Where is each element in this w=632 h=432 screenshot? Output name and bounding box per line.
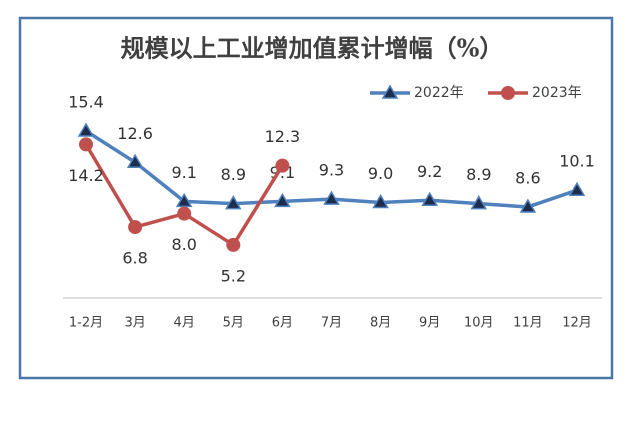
data-label: 8.0 [171, 235, 196, 254]
chart-title: 规模以上工业增加值累计增幅（%） [121, 34, 504, 63]
legend-label: 2022年 [414, 85, 464, 101]
x-tick-label: 11月 [513, 316, 543, 331]
data-label: 14.2 [68, 166, 104, 185]
data-point [224, 195, 242, 210]
data-label: 9.0 [368, 164, 393, 183]
data-point [323, 190, 340, 205]
data-label: 9.1 [171, 163, 196, 182]
x-tick-label: 4月 [174, 316, 195, 331]
data-point [77, 122, 95, 137]
x-tick-label: 12月 [562, 316, 592, 331]
data-point [568, 181, 586, 196]
data-point [421, 191, 439, 207]
x-tick-label: 1-2月 [69, 316, 103, 331]
data-point [126, 153, 144, 169]
data-label: 8.6 [515, 168, 540, 187]
legend-label: 2023年 [532, 85, 582, 101]
x-tick-label: 5月 [223, 316, 244, 331]
x-tick-label: 7月 [321, 316, 342, 331]
data-point [519, 198, 537, 213]
data-label: 10.1 [559, 152, 595, 171]
data-point [128, 220, 143, 235]
data-point [275, 158, 290, 173]
x-tick-label: 9月 [419, 316, 440, 331]
data-point [226, 237, 241, 252]
data-label: 12.3 [265, 127, 301, 146]
data-label: 15.4 [68, 93, 104, 112]
x-tick-label: 3月 [124, 316, 145, 331]
data-point [175, 192, 193, 208]
data-point [470, 195, 488, 210]
legend-marker [501, 86, 515, 100]
legend-marker [381, 84, 399, 99]
data-point [79, 137, 93, 152]
x-tick-label: 10月 [464, 316, 494, 331]
data-label: 8.9 [466, 165, 491, 184]
x-tick-label: 8月 [370, 316, 391, 331]
data-point [372, 194, 389, 209]
x-tick-label: 6月 [272, 316, 293, 331]
data-point [274, 192, 291, 208]
data-label: 5.2 [221, 266, 246, 285]
data-label: 9.3 [319, 161, 344, 180]
data-label: 12.6 [117, 124, 153, 143]
data-label: 6.8 [122, 249, 147, 268]
data-point [177, 206, 192, 221]
data-label: 8.9 [221, 165, 246, 184]
data-label: 9.2 [417, 162, 442, 181]
